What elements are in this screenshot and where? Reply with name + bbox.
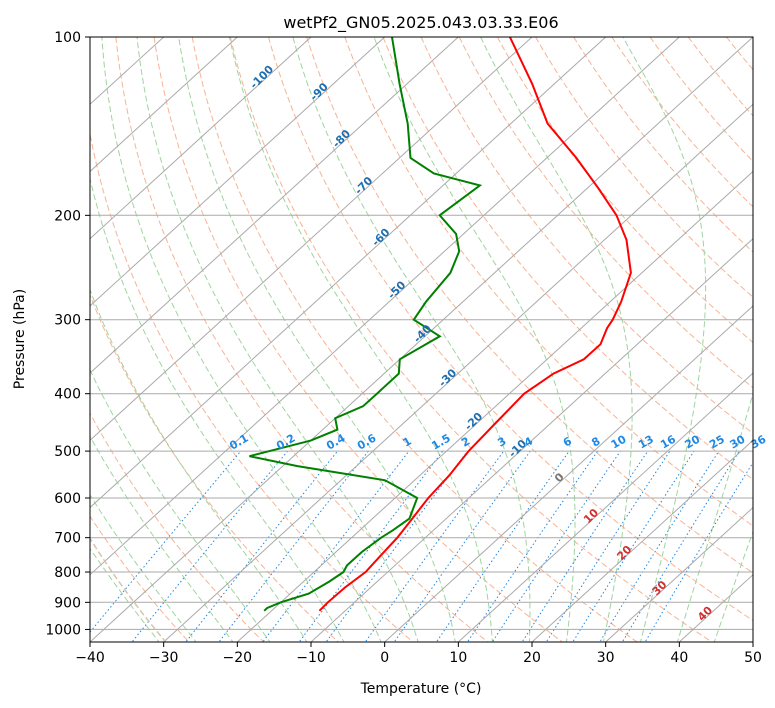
moist-adiabat [178, 37, 456, 642]
isotherm [236, 170, 753, 642]
isotherm [531, 439, 753, 642]
moist-adiabat [373, 37, 576, 642]
y-tick-label: 200 [54, 208, 81, 224]
y-tick-label: 800 [54, 565, 81, 581]
mixing-ratio-line [393, 450, 531, 642]
x-tick-label: 20 [523, 650, 541, 666]
y-tick-label: 100 [54, 30, 81, 46]
x-tick-label: 30 [597, 650, 615, 666]
y-tick-label: 900 [54, 595, 81, 611]
dry-adiabat [649, 37, 753, 163]
x-axis-label: Temperature (°C) [360, 681, 482, 697]
x-tick-label: −20 [223, 650, 253, 666]
y-axis-label: Pressure (hPa) [12, 289, 28, 389]
x-tick-label: 40 [670, 650, 688, 666]
dry-adiabat [153, 37, 564, 642]
moist-adiabat [480, 37, 633, 642]
mixing-ratio-line [435, 450, 570, 642]
moist-adiabat [676, 392, 753, 642]
x-tick-label: 50 [744, 650, 762, 666]
mixing-ratio-line [572, 450, 695, 642]
isotherm [90, 37, 386, 307]
moist-adiabat [90, 435, 234, 642]
dry-adiabat [420, 37, 753, 435]
mixing-ratio-line [545, 450, 671, 642]
moist-adiabat [90, 368, 271, 642]
x-tick-label: −10 [296, 650, 326, 666]
y-tick-label: 600 [54, 491, 81, 507]
isotherm [384, 305, 753, 642]
y-tick-label: 400 [54, 387, 81, 403]
x-tick-label: −40 [75, 650, 105, 666]
mixing-ratio-line [621, 450, 740, 642]
isotherm [310, 237, 753, 642]
dry-adiabat [611, 37, 753, 208]
y-tick-label: 700 [54, 531, 81, 547]
chart-title: wetPf2_GN05.2025.043.03.33.E06 [283, 13, 558, 33]
mixing-ratio-line [185, 450, 338, 642]
moist-adiabat [136, 37, 419, 642]
isotherm [90, 37, 607, 509]
isotherm [90, 37, 680, 576]
dry-adiabat [344, 37, 753, 527]
dry-adiabat [191, 37, 638, 642]
x-tick-label: −30 [149, 650, 179, 666]
isotherm [90, 37, 459, 374]
x-tick-label: 10 [449, 650, 467, 666]
plot-frame [89, 36, 754, 643]
isotherm [90, 37, 312, 240]
dry-adiabat [535, 37, 753, 298]
isotherm [90, 37, 753, 642]
isotherm [163, 103, 753, 642]
dry-adiabat [90, 131, 414, 642]
dry-adiabat [458, 37, 753, 389]
y-tick-label: 300 [54, 313, 81, 329]
mixing-ratio-line [218, 450, 369, 642]
mixing-ratio-line [325, 450, 468, 642]
isotherm [457, 372, 753, 642]
dry-adiabat [229, 37, 713, 642]
y-tick-label: 1000 [45, 622, 81, 638]
mixing-ratio-line [599, 450, 720, 642]
dry-adiabat [382, 37, 753, 481]
x-tick-label: 0 [380, 650, 389, 666]
isotherm [90, 37, 238, 173]
mixing-ratio-line [521, 450, 649, 642]
dewpoint-profile [249, 37, 483, 612]
mixing-ratio-line [491, 450, 621, 642]
dry-adiabat [115, 37, 489, 642]
isotherm [90, 37, 533, 442]
y-tick-label: 500 [54, 444, 81, 460]
isotherm [605, 506, 753, 642]
temperature-profile [318, 37, 632, 612]
